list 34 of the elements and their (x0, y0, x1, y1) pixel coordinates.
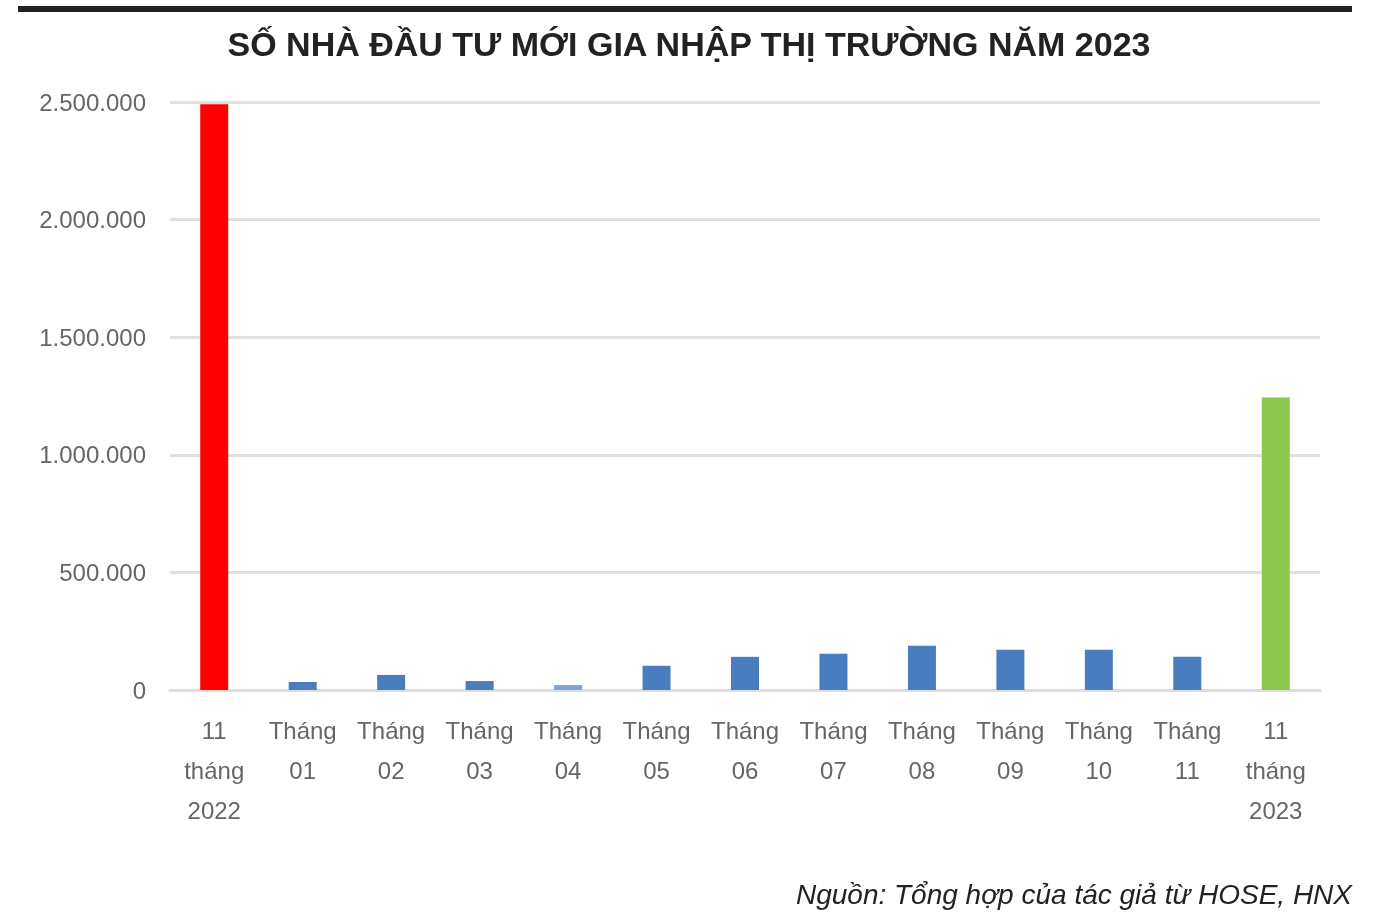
bar (1261, 397, 1290, 690)
x-tick-label: Tháng 08 (887, 716, 956, 784)
y-tick-label: 500.000 (59, 558, 146, 586)
bar (1084, 649, 1113, 690)
bar (554, 685, 583, 690)
chart-title: SỐ NHÀ ĐẦU TƯ MỚI GIA NHẬP THỊ TRƯỜNG NĂM 2023 (227, 25, 1151, 63)
x-tick-label: Tháng 07 (799, 716, 868, 784)
x-tick-label: 11 tháng 2022 (184, 716, 245, 824)
x-tick-label: Tháng 01 (268, 716, 337, 784)
y-tick-label: 2.500.000 (39, 88, 146, 116)
x-tick-label: Tháng 03 (445, 716, 514, 784)
x-tick-label: Tháng 04 (534, 716, 603, 784)
x-tick-label: Tháng 09 (976, 716, 1045, 784)
x-tick-label: Tháng 06 (710, 716, 780, 784)
bar (996, 649, 1025, 690)
bar (731, 656, 759, 690)
x-tick-label: Tháng 10 (1064, 716, 1133, 784)
bar (1173, 656, 1202, 690)
y-tick-label: 0 (132, 676, 146, 704)
x-tick-label: 11 tháng 2023 (1245, 716, 1306, 824)
x-tick-label: Tháng 02 (357, 716, 426, 784)
bar (377, 674, 406, 690)
x-tick-label: Tháng 05 (622, 716, 691, 784)
bar (465, 681, 494, 690)
bar (200, 104, 229, 690)
text: Nguồn: Tổng hợp của tác giả từ HOSE, HNX (795, 878, 1354, 910)
y-tick-label: 1.500.000 (39, 323, 146, 351)
y-tick-label: 1.000.000 (39, 441, 146, 469)
y-tick-label: 2.000.000 (39, 206, 146, 234)
x-tick-label: Tháng 11 (1153, 716, 1222, 784)
bar (288, 682, 317, 690)
bar (642, 665, 671, 690)
bar (907, 645, 936, 690)
bar (819, 653, 848, 690)
